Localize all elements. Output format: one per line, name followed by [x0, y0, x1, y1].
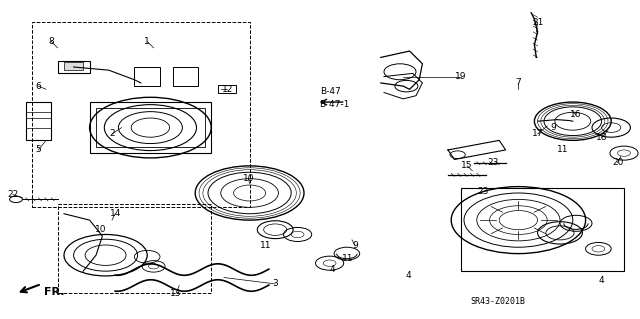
Bar — [64, 62, 83, 70]
Text: 4: 4 — [599, 276, 604, 285]
Text: 9: 9 — [353, 241, 358, 250]
Bar — [58, 204, 211, 293]
Text: 10: 10 — [243, 174, 254, 183]
Text: 3: 3 — [273, 279, 278, 288]
Text: 4: 4 — [330, 265, 335, 274]
Bar — [134, 67, 160, 86]
Text: 12: 12 — [221, 85, 233, 94]
Text: FR.: FR. — [44, 287, 64, 297]
Text: 13: 13 — [170, 289, 182, 298]
Bar — [96, 108, 205, 147]
Text: 9: 9 — [551, 123, 556, 132]
Bar — [26, 102, 51, 140]
Text: 6: 6 — [36, 82, 41, 91]
Bar — [90, 102, 211, 153]
Text: B 47-1: B 47-1 — [320, 100, 349, 109]
Text: 11: 11 — [342, 254, 353, 263]
Bar — [58, 61, 90, 73]
Text: 23: 23 — [477, 187, 489, 196]
Bar — [218, 85, 236, 93]
Bar — [32, 22, 250, 207]
Text: 22: 22 — [7, 190, 19, 199]
Text: 2: 2 — [109, 130, 115, 138]
Text: 10: 10 — [95, 225, 107, 234]
Text: 4: 4 — [406, 271, 411, 280]
Text: 5: 5 — [36, 145, 41, 154]
Text: B-47: B-47 — [320, 87, 340, 96]
Text: SR43-Z0201B: SR43-Z0201B — [470, 297, 525, 306]
Bar — [173, 67, 198, 86]
Text: 1: 1 — [145, 37, 150, 46]
Text: 8: 8 — [49, 37, 54, 46]
Text: 19: 19 — [455, 72, 467, 81]
Text: 14: 14 — [109, 209, 121, 218]
Text: 16: 16 — [570, 110, 582, 119]
Text: 20: 20 — [612, 158, 623, 167]
Text: 11: 11 — [557, 145, 569, 154]
Text: 23: 23 — [487, 158, 499, 167]
Text: 7: 7 — [516, 78, 521, 87]
Bar — [461, 188, 624, 271]
Text: 11: 11 — [260, 241, 271, 250]
Text: 21: 21 — [532, 18, 543, 27]
Text: 15: 15 — [461, 161, 473, 170]
Text: 18: 18 — [596, 133, 607, 142]
Text: 17: 17 — [532, 130, 543, 138]
